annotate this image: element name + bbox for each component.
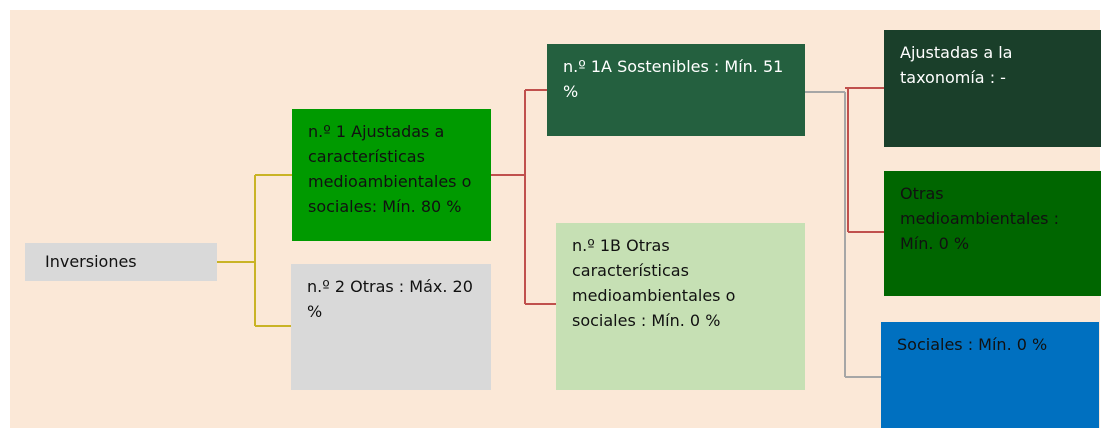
node: Inversiones (25, 243, 217, 281)
node: n.º 2 Otras : Máx. 20 % (291, 264, 491, 390)
connector (217, 174, 292, 327)
node: n.º 1 Ajustadas a características medioa… (292, 109, 491, 241)
node: Ajustadas a la taxonomía : - (884, 30, 1101, 147)
connector (845, 87, 884, 233)
connector (491, 89, 556, 305)
node: n.º 1A Sostenibles : Mín. 51 % (547, 44, 805, 136)
node: Otras medioambientales : Mín. 0 % (884, 171, 1101, 296)
node: Sociales : Mín. 0 % (881, 322, 1099, 428)
node: n.º 1B Otras características medioambien… (556, 223, 805, 390)
connector (805, 91, 881, 378)
